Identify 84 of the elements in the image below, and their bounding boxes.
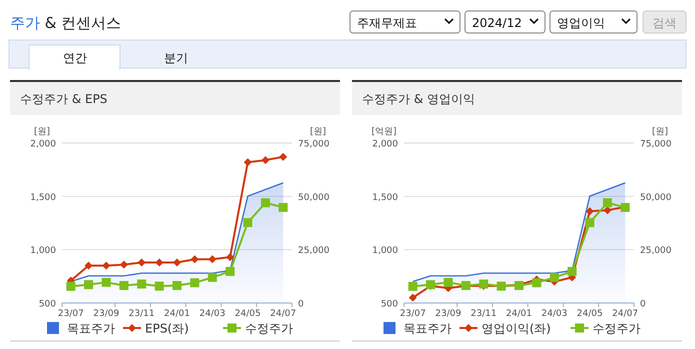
point [532, 278, 542, 288]
y-tick-label: 500 [38, 300, 56, 310]
point [190, 278, 200, 288]
point [102, 262, 110, 270]
x-tick-label: 24/05 [234, 309, 261, 319]
point [278, 202, 288, 212]
x-tick-label: 23/11 [128, 309, 155, 319]
point [119, 281, 128, 290]
x-tick-label: 23/09 [93, 309, 120, 319]
legend-label: 목표주가 [67, 322, 115, 336]
x-tick-label: 23/09 [435, 309, 462, 319]
point [102, 278, 111, 287]
point [550, 272, 559, 282]
point [120, 260, 128, 269]
point [66, 282, 76, 291]
x-tick-label: 23/07 [400, 309, 426, 319]
point [155, 258, 164, 266]
text: 분기 [164, 51, 188, 65]
x-tick-label: 24/05 [576, 309, 603, 319]
text: 주재무제표 [357, 16, 417, 30]
point [84, 262, 93, 270]
y-tick-label: 2,000 [372, 140, 398, 150]
legend-label: 수정주가 [592, 322, 640, 336]
chart-title: 수정주가 & 영업이익 [362, 92, 475, 106]
y2-tick-label: 25,000 [298, 246, 330, 256]
y2-axis-title: [원] [652, 127, 668, 137]
point [279, 152, 288, 161]
y2-tick-label: 50,000 [298, 192, 330, 203]
x-tick-label: 24/03 [541, 309, 568, 319]
legend-label: EPS(좌) [145, 322, 189, 336]
point [261, 156, 270, 164]
point [408, 282, 418, 291]
point [226, 253, 234, 262]
y2-tick-label: 75,000 [298, 140, 330, 150]
point [586, 207, 594, 216]
x-tick-label: 24/01 [506, 309, 532, 319]
y2-tick-label: 50,000 [640, 192, 672, 203]
x-tick-label: 23/11 [470, 309, 497, 319]
point [137, 280, 146, 289]
point [603, 206, 612, 214]
point [568, 266, 577, 276]
legend-label: 영업이익(좌) [482, 322, 551, 336]
point [244, 158, 252, 166]
point [190, 255, 199, 264]
point [138, 258, 146, 266]
y2-axis-title: [원] [310, 127, 326, 137]
point [243, 218, 252, 228]
y-tick-label: 1,000 [30, 246, 56, 256]
point [408, 294, 417, 302]
point [84, 280, 94, 290]
point [444, 278, 453, 287]
y2-tick-label: 0 [298, 300, 304, 310]
y-tick-label: 1,500 [372, 192, 398, 203]
point [602, 198, 612, 208]
text: 주가 & 컨센서스 [10, 14, 122, 32]
x-tick-label: 24/07 [612, 309, 638, 319]
y-tick-label: 2,000 [30, 140, 56, 150]
text: 연간 [63, 51, 87, 65]
point [260, 198, 270, 208]
x-tick-label: 24/03 [199, 309, 226, 319]
chart-title: 수정주가 & EPS [20, 92, 108, 106]
y2-tick-label: 25,000 [640, 246, 672, 256]
point [154, 282, 164, 291]
y-axis-title: [원] [34, 127, 50, 137]
point [585, 218, 594, 228]
y2-tick-label: 75,000 [640, 140, 672, 150]
legend-label: 목표주가 [404, 322, 452, 336]
y-tick-label: 500 [380, 300, 398, 310]
point [208, 255, 216, 264]
x-tick-label: 24/07 [270, 309, 296, 319]
point [172, 281, 182, 290]
text: 영업이익 [557, 16, 605, 30]
y-tick-label: 1,500 [30, 192, 56, 203]
text: 2024/12 [472, 16, 522, 30]
text: 검색 [652, 16, 676, 30]
x-tick-label: 23/07 [58, 309, 84, 319]
y-axis-title: [억원] [371, 127, 397, 137]
y2-tick-label: 0 [640, 300, 646, 310]
y-tick-label: 1,000 [372, 246, 398, 256]
x-tick-label: 24/01 [164, 309, 190, 319]
legend-label: 수정주가 [245, 322, 293, 336]
point [208, 272, 217, 282]
point [226, 266, 235, 276]
point [173, 258, 181, 266]
